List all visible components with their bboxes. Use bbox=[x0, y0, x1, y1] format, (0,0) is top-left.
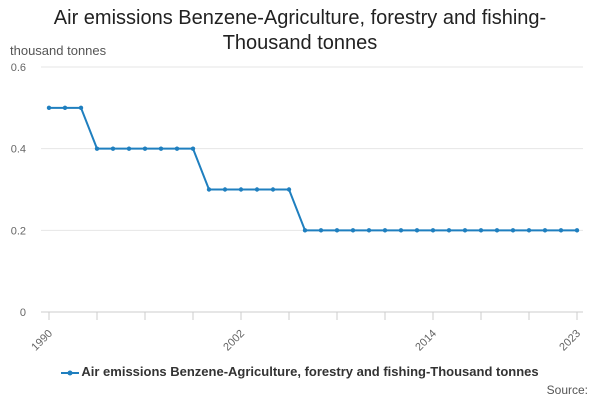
y-tick-label: 0.4 bbox=[11, 144, 26, 156]
x-tick-label: 2023 bbox=[557, 328, 583, 354]
data-point[interactable] bbox=[526, 228, 532, 233]
data-point[interactable] bbox=[142, 146, 148, 151]
data-point[interactable] bbox=[446, 228, 452, 233]
data-point[interactable] bbox=[462, 228, 468, 233]
data-point[interactable] bbox=[430, 228, 436, 233]
data-point[interactable] bbox=[110, 146, 116, 151]
y-tick-label: 0.2 bbox=[11, 225, 26, 237]
data-point[interactable] bbox=[94, 146, 100, 151]
data-point[interactable] bbox=[318, 228, 324, 233]
data-point[interactable] bbox=[542, 228, 548, 233]
data-point[interactable] bbox=[126, 146, 132, 151]
x-axis bbox=[41, 311, 583, 320]
data-point[interactable] bbox=[414, 228, 420, 233]
data-point[interactable] bbox=[366, 228, 372, 233]
legend-label: Air emissions Benzene-Agriculture, fores… bbox=[81, 364, 539, 379]
data-point[interactable] bbox=[254, 187, 260, 192]
y-tick-label: 0.6 bbox=[11, 62, 26, 74]
data-point[interactable] bbox=[270, 187, 276, 192]
data-point[interactable] bbox=[302, 228, 308, 233]
series-line bbox=[49, 106, 577, 232]
data-point[interactable] bbox=[510, 228, 516, 233]
chart-title: Air emissions Benzene-Agriculture, fores… bbox=[53, 7, 547, 54]
data-point[interactable] bbox=[46, 105, 52, 111]
data-point[interactable] bbox=[494, 228, 500, 233]
series-layer bbox=[46, 105, 580, 233]
data-point[interactable] bbox=[478, 228, 484, 233]
data-point[interactable] bbox=[158, 146, 164, 151]
data-point[interactable] bbox=[382, 228, 388, 233]
data-point[interactable] bbox=[78, 105, 84, 111]
x-tick-label: 1990 bbox=[29, 328, 55, 354]
data-point[interactable] bbox=[286, 187, 292, 192]
data-point[interactable] bbox=[574, 228, 580, 233]
x-axis-tick-labels: 1990 2002 2014 2023 bbox=[29, 328, 583, 354]
data-point[interactable] bbox=[334, 228, 340, 233]
data-point[interactable] bbox=[174, 146, 180, 151]
data-point[interactable] bbox=[206, 187, 212, 192]
data-point[interactable] bbox=[62, 105, 68, 111]
data-point[interactable] bbox=[558, 228, 564, 233]
legend[interactable]: Air emissions Benzene-Agriculture, fores… bbox=[30, 364, 570, 379]
data-point[interactable] bbox=[238, 187, 244, 192]
y-axis-tick-labels: 0 0.2 0.4 0.6 bbox=[11, 62, 26, 319]
source-label: Source: bbox=[546, 383, 588, 397]
data-point[interactable] bbox=[190, 146, 196, 151]
x-tick-label: 2002 bbox=[221, 328, 247, 354]
legend-line-marker-icon bbox=[61, 370, 80, 376]
y-tick-label: 0 bbox=[20, 307, 26, 319]
data-point[interactable] bbox=[222, 187, 228, 192]
data-point[interactable] bbox=[398, 228, 404, 233]
x-tick-label: 2014 bbox=[413, 328, 439, 354]
data-point[interactable] bbox=[350, 228, 356, 233]
y-axis-unit-label: thousand tonnes bbox=[10, 43, 107, 58]
